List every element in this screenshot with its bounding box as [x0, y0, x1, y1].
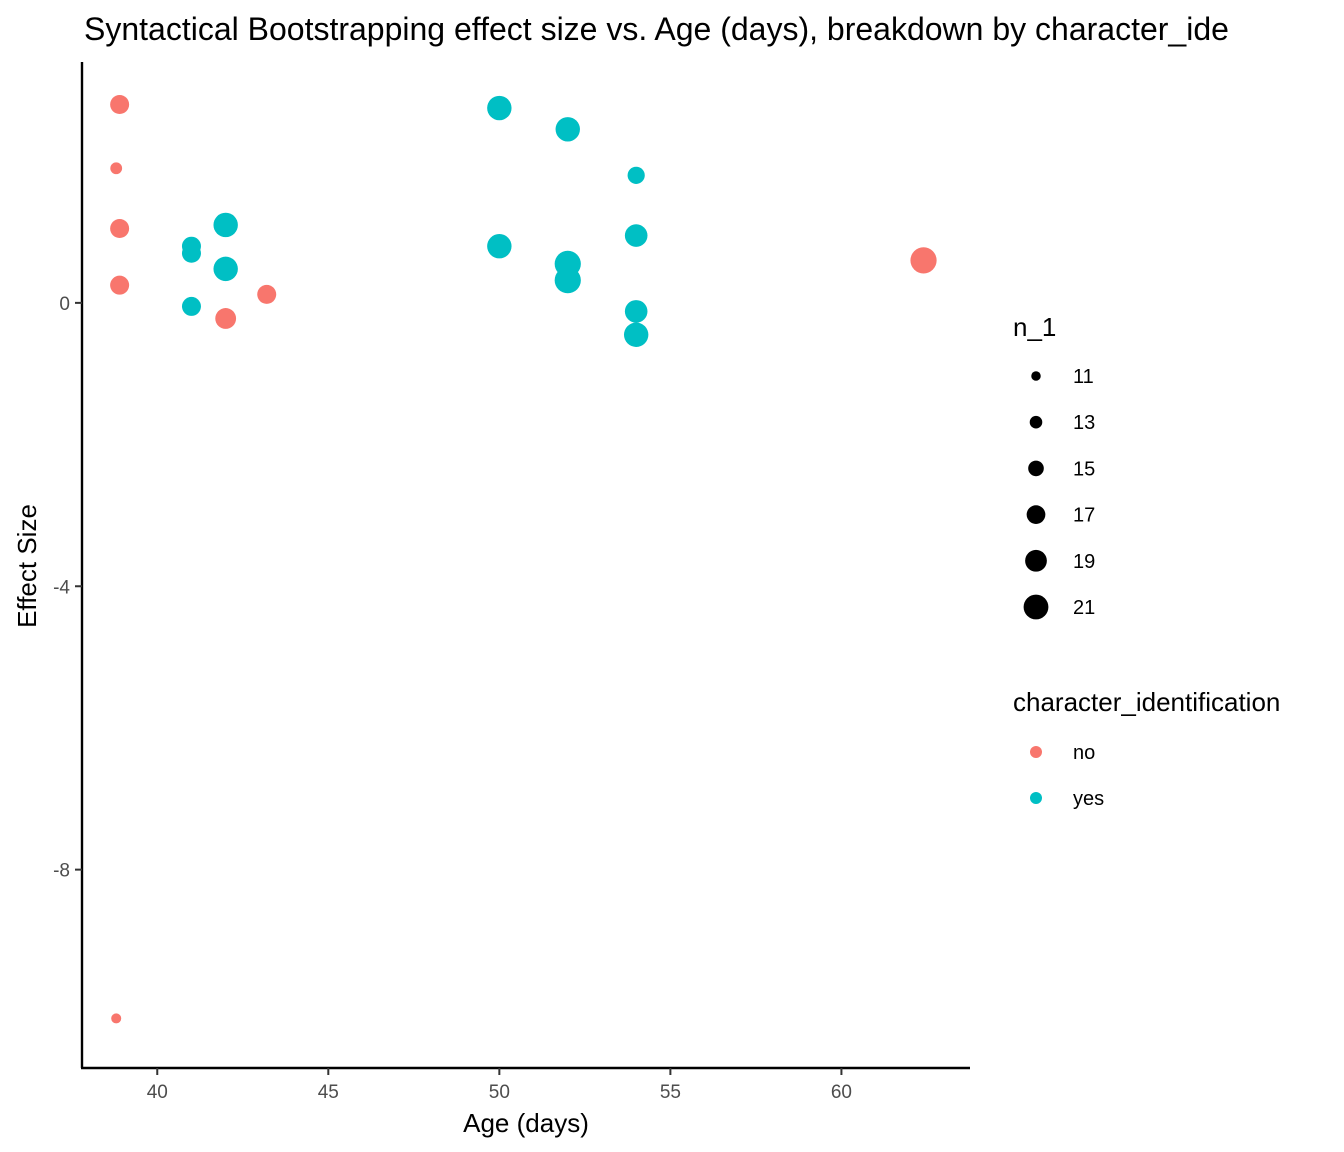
data-point-no-3 [110, 275, 130, 295]
data-point-yes-2 [213, 212, 238, 238]
data-point-yes-12 [624, 300, 648, 323]
x-tick-label-40: 40 [147, 1082, 168, 1103]
data-point-no-7 [111, 1013, 122, 1024]
size-legend-label-15: 15 [1073, 458, 1095, 480]
data-point-yes-4 [181, 296, 201, 316]
data-point-no-6 [910, 247, 937, 274]
x-tick-label-60: 60 [831, 1082, 852, 1103]
size-legend: n_1 11 13 15 17 19 21 [1013, 312, 1095, 620]
size-legend-key-21 [1023, 594, 1049, 620]
x-tick-label-45: 45 [318, 1082, 339, 1103]
color-legend-key-no [1030, 746, 1042, 758]
color-legend-key-yes [1030, 792, 1042, 804]
size-legend-key-11 [1031, 371, 1041, 381]
color-legend-items: no yes [1030, 742, 1104, 810]
color-legend: character_identification no yes [1013, 687, 1280, 810]
size-legend-items: 11 13 15 17 19 21 [1023, 366, 1095, 620]
y-tick-label--8: -8 [53, 861, 70, 882]
data-point-yes-7 [555, 117, 580, 142]
data-point-no-5 [257, 284, 277, 304]
x-tick-label-50: 50 [489, 1082, 510, 1103]
x-axis-ticks: 40 45 50 55 60 [147, 1068, 852, 1103]
size-legend-label-19: 19 [1073, 551, 1095, 573]
size-legend-label-11: 11 [1073, 366, 1094, 388]
color-legend-label-no: no [1073, 742, 1095, 764]
y-tick-label-0: 0 [59, 294, 70, 315]
x-axis-label: Age (days) [463, 1108, 589, 1138]
size-legend-label-13: 13 [1073, 412, 1095, 434]
data-point-yes-11 [624, 224, 648, 247]
data-point-no-0 [110, 95, 130, 115]
data-point-yes-5 [487, 95, 512, 121]
data-point-no-4 [215, 308, 237, 329]
data-point-yes-6 [487, 233, 512, 259]
color-legend-title: character_identification [1013, 687, 1280, 717]
data-point-no-2 [110, 218, 130, 238]
y-tick-label--4: -4 [53, 577, 70, 598]
color-legend-label-yes: yes [1073, 788, 1104, 810]
size-legend-title: n_1 [1013, 312, 1056, 342]
size-legend-key-15 [1028, 460, 1044, 477]
size-legend-label-21: 21 [1073, 597, 1095, 619]
x-tick-label-55: 55 [660, 1082, 681, 1103]
y-axis-label: Effect Size [12, 504, 42, 628]
chart-title: Syntactical Bootstrapping effect size vs… [84, 11, 1229, 47]
size-legend-key-13 [1029, 415, 1043, 429]
y-axis-ticks: 0 -4 -8 [53, 294, 82, 882]
data-point-yes-1 [181, 243, 201, 263]
size-legend-key-17 [1026, 505, 1046, 524]
size-legend-key-19 [1025, 549, 1047, 572]
data-points [110, 95, 937, 1024]
data-point-no-1 [110, 162, 123, 175]
data-point-yes-3 [213, 256, 238, 282]
size-legend-label-17: 17 [1073, 505, 1095, 527]
data-point-yes-10 [627, 166, 645, 184]
data-point-yes-13 [623, 322, 649, 347]
data-point-yes-9 [554, 267, 581, 294]
